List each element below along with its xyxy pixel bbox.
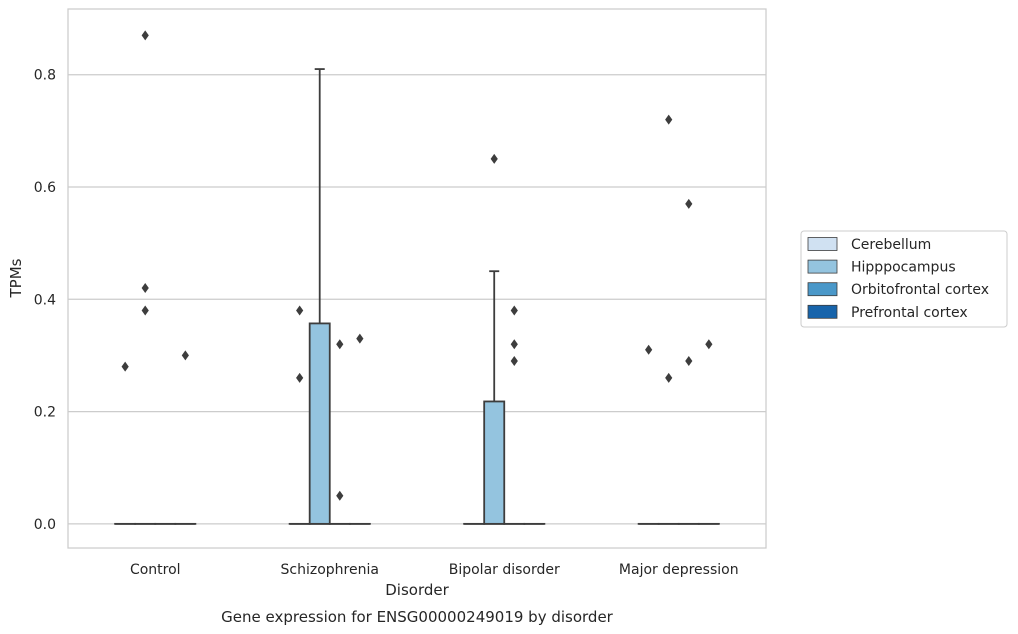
outlier-point <box>510 339 518 350</box>
outlier-point <box>645 344 653 355</box>
legend-label: Orbitofrontal cortex <box>851 282 989 298</box>
box-group <box>348 333 371 525</box>
outlier-point <box>121 361 129 372</box>
legend: Cerebellum Hipppocampus Orbitofrontal cort… <box>800 230 1008 328</box>
box-group <box>328 339 351 525</box>
box <box>483 400 506 525</box>
x-axis-label: Disorder <box>385 581 449 599</box>
legend-swatch <box>807 282 838 297</box>
box-group <box>503 305 526 525</box>
y-axis-label: TPMs <box>7 258 25 298</box>
x-tick-label: Control <box>130 562 181 578</box>
outlier-point <box>685 356 693 367</box>
outlier-point <box>336 490 344 501</box>
y-tick-label: 0.6 <box>34 180 56 196</box>
outlier-point <box>141 30 149 41</box>
legend-swatch <box>807 259 838 274</box>
outlier-point <box>356 333 364 344</box>
outlier-point <box>296 305 304 316</box>
y-tick-label: 0.4 <box>34 292 56 308</box>
outlier-point <box>181 350 189 361</box>
outlier-point <box>705 339 713 350</box>
x-tick-label: Schizophrenia <box>281 562 379 578</box>
plot-frame <box>67 8 767 549</box>
box-group <box>134 30 157 525</box>
plot-area <box>68 9 766 548</box>
legend-label: Cerebellum <box>851 237 931 253</box>
outlier-point <box>490 153 498 164</box>
box <box>308 322 331 525</box>
outlier-point <box>665 114 673 125</box>
outlier-point <box>510 305 518 316</box>
legend-label: Prefrontal cortex <box>851 305 968 321</box>
outlier-point <box>665 372 673 383</box>
boxes-layer <box>114 30 720 525</box>
y-tick-label: 0.8 <box>34 68 56 84</box>
legend-swatch <box>807 304 838 319</box>
x-tick-label: Major depression <box>619 562 739 578</box>
outlier-point <box>336 339 344 350</box>
outlier-point <box>141 283 149 294</box>
x-tick-label: Bipolar disorder <box>449 562 560 578</box>
outlier-point <box>141 305 149 316</box>
outlier-point <box>510 356 518 367</box>
box-group <box>483 153 506 525</box>
legend-swatch <box>807 237 838 251</box>
x-tick-labels: Control Schizophrenia Bipolar disorder Majo… <box>130 562 739 578</box>
box-group <box>174 350 197 525</box>
y-tick-label: 0.0 <box>34 517 56 533</box>
box-group <box>657 114 680 525</box>
box-group <box>697 339 720 525</box>
chart-caption: Gene expression for ENSG00000249019 by d… <box>221 608 614 626</box>
legend-frame <box>800 230 1008 328</box>
legend-label: Hipppocampus <box>851 260 956 276</box>
y-tick-label: 0.2 <box>34 405 56 421</box>
y-tick-labels: 0.0 0.2 0.4 0.6 0.8 <box>34 68 56 533</box>
outlier-point <box>685 198 693 209</box>
outlier-point <box>296 372 304 383</box>
box-group <box>308 68 331 525</box>
